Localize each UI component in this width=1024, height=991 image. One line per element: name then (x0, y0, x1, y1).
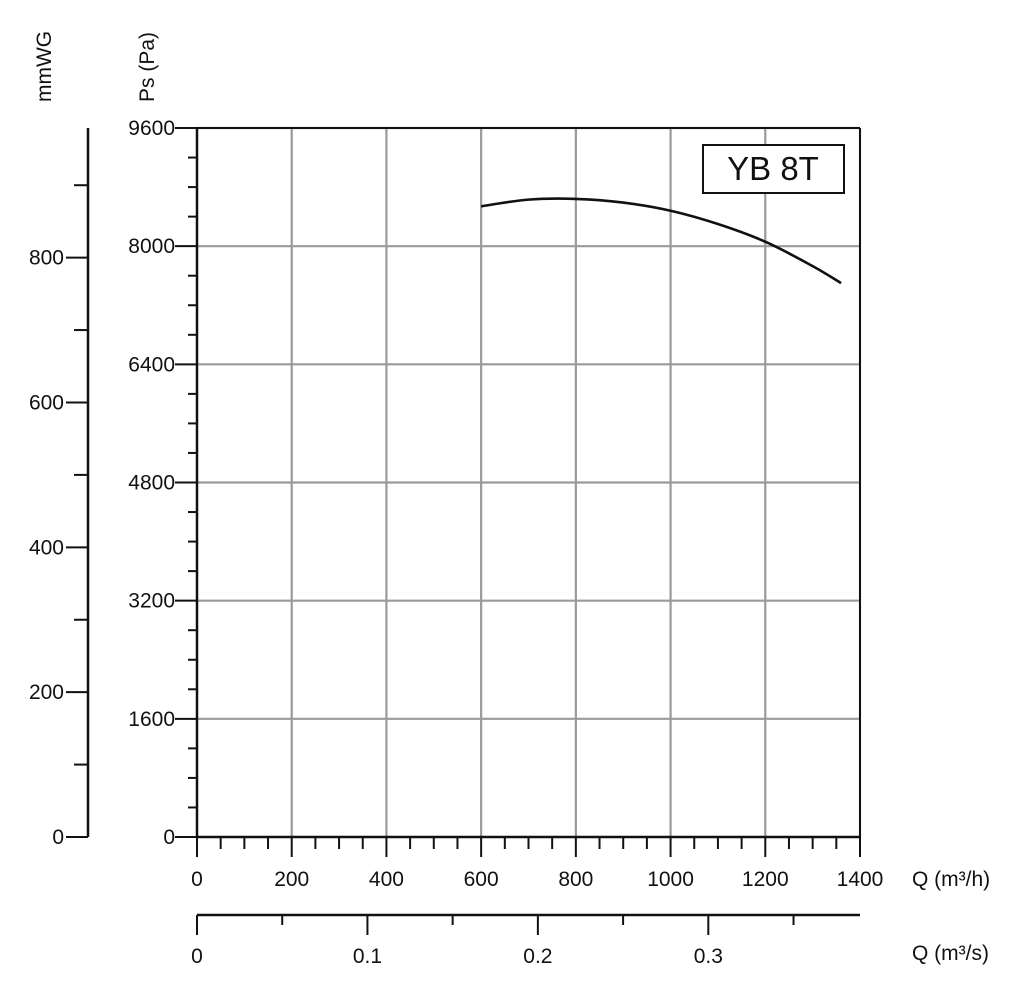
y-tick-label: 1600 (128, 708, 175, 731)
series-layer (480, 197, 842, 285)
x-tick-label: 600 (464, 868, 499, 891)
y-tick-label: 0 (163, 826, 175, 849)
x2-tick-label: 0.2 (523, 945, 552, 968)
x-tick-label: 1200 (742, 868, 789, 891)
y2-tick-label: 600 (29, 391, 64, 414)
y-axis-title: Ps (Pa) (136, 32, 159, 102)
y-tick-label: 3200 (128, 590, 175, 613)
model-label: YB 8T (727, 150, 819, 187)
model-label-box (702, 144, 845, 194)
x2-axis-title: Q (m³/s) (912, 942, 989, 965)
y-tick-label: 8000 (128, 235, 175, 258)
x2-tick-label: 0.1 (353, 945, 382, 968)
y-tick-label: 9600 (128, 117, 175, 140)
grid (197, 126, 862, 837)
y-tick-label: 4800 (128, 472, 175, 495)
x-tick-label: 400 (369, 868, 404, 891)
x-axis-title: Q (m³/h) (912, 868, 990, 891)
performance-curve (480, 197, 842, 285)
x2-tick-label: 0 (191, 945, 203, 968)
x-tick-label: 800 (558, 868, 593, 891)
x-tick-label: 0 (191, 868, 203, 891)
y2-tick-label: 200 (29, 681, 64, 704)
y-tick-label: 6400 (128, 353, 175, 376)
y2-tick-label: 400 (29, 536, 64, 559)
y2-axis-title: mmWG (33, 31, 56, 102)
y2-tick-label: 0 (52, 826, 64, 849)
x2-tick-label: 0.3 (694, 945, 723, 968)
x-tick-label: 1000 (647, 868, 694, 891)
y2-tick-label: 800 (29, 247, 64, 270)
x-tick-label: 200 (274, 868, 309, 891)
x-tick-label: 1400 (837, 868, 884, 891)
